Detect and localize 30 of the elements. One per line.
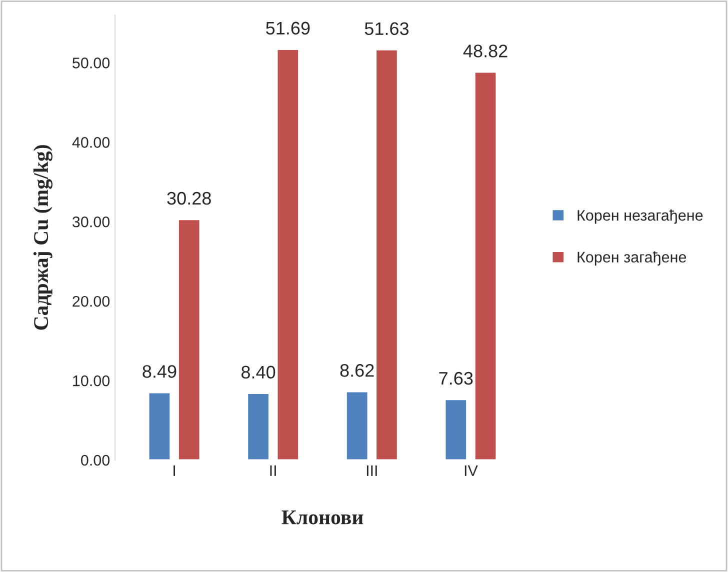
legend-label: Корен незагађене (578, 210, 703, 224)
y-axis-title: Садржај Cu (mg/kg) (33, 145, 52, 330)
data-label: 51.63 (364, 22, 409, 36)
bar (178, 218, 201, 460)
bar (474, 71, 498, 460)
y-tick-label: 50.00 (72, 58, 110, 68)
x-axis-title: Клонови (282, 510, 364, 524)
x-tick-label: II (270, 465, 276, 476)
y-tick-label: 20.00 (72, 296, 110, 307)
legend-label: Корен загађене (578, 251, 686, 266)
y-tick-label: 10.00 (73, 375, 110, 386)
data-label: 8.40 (241, 366, 276, 379)
data-label: 30.28 (167, 192, 211, 205)
data-label: 7.63 (439, 372, 473, 385)
bar (276, 48, 300, 460)
bar (346, 390, 369, 460)
x-tick-label: III (366, 465, 377, 476)
y-tick-label: 30.00 (72, 216, 110, 228)
bar (375, 49, 398, 460)
bar (444, 398, 468, 460)
data-label: 51.69 (266, 22, 310, 35)
x-tick-label: I (174, 465, 175, 476)
data-label: 8.49 (142, 365, 176, 378)
y-tick-label: 40.00 (72, 137, 110, 148)
x-tick-label: IV (464, 465, 478, 476)
bar (246, 392, 270, 460)
data-label: 8.62 (340, 364, 374, 377)
data-label: 48.82 (463, 44, 508, 58)
y-tick-label: 0.00 (81, 454, 110, 466)
bar (148, 392, 172, 460)
